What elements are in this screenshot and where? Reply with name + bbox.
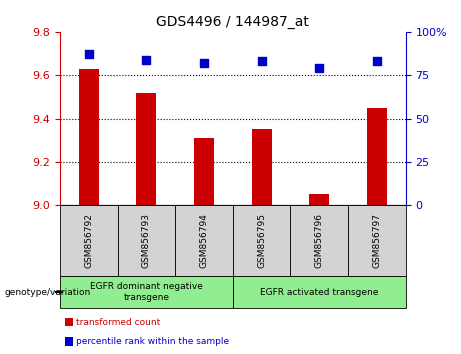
- Point: [200, 60, 207, 66]
- Bar: [79, 69, 99, 205]
- Bar: [367, 108, 387, 205]
- Bar: [136, 92, 156, 205]
- Point: [85, 52, 92, 57]
- Point: [258, 58, 266, 64]
- Text: genotype/variation: genotype/variation: [5, 287, 91, 297]
- Point: [315, 65, 323, 71]
- Text: EGFR dominant negative
transgene: EGFR dominant negative transgene: [90, 282, 203, 302]
- Text: GSM856793: GSM856793: [142, 213, 151, 268]
- Text: percentile rank within the sample: percentile rank within the sample: [76, 337, 229, 346]
- Text: GSM856794: GSM856794: [200, 213, 208, 268]
- Text: transformed count: transformed count: [76, 318, 160, 327]
- Text: EGFR activated transgene: EGFR activated transgene: [260, 287, 378, 297]
- Bar: [194, 138, 214, 205]
- Point: [373, 58, 381, 64]
- Text: GSM856795: GSM856795: [257, 213, 266, 268]
- Text: GSM856792: GSM856792: [84, 213, 93, 268]
- Point: [142, 57, 150, 62]
- Text: GSM856796: GSM856796: [315, 213, 324, 268]
- Title: GDS4496 / 144987_at: GDS4496 / 144987_at: [156, 16, 309, 29]
- Bar: [252, 130, 272, 205]
- Text: GSM856797: GSM856797: [372, 213, 381, 268]
- Bar: [309, 194, 329, 205]
